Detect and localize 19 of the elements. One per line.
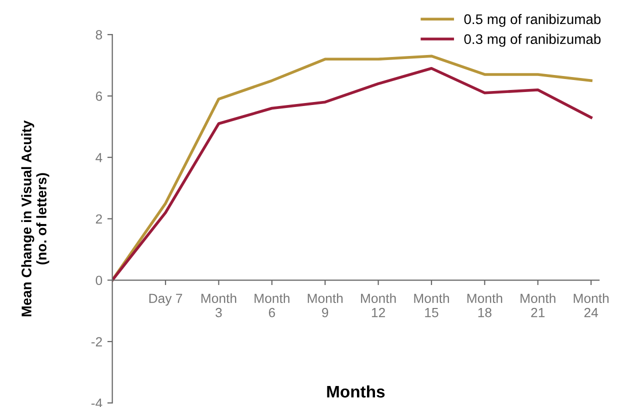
legend-label: 0.3 mg of ranibizumab	[464, 34, 601, 47]
y-tick-label: 6	[96, 92, 102, 101]
x-axis-title: Months	[327, 385, 385, 398]
legend-label: 0.5 mg of ranibizumab	[464, 14, 601, 27]
x-tick-label: Month 21	[520, 293, 556, 318]
x-tick-label: Month 3	[201, 293, 236, 318]
y-tick-label: 4	[96, 153, 102, 162]
y-axis-title: Mean Change in Visual Acuity (no. of letters)	[21, 120, 50, 316]
y-tick-label: 8	[96, 30, 102, 40]
x-tick-label: Month 9	[308, 293, 343, 318]
x-tick-label: Month 15	[414, 293, 449, 318]
x-tick-label: Month 6	[254, 293, 290, 318]
y-tick-label: -2	[91, 337, 102, 346]
x-tick-label: Month 12	[361, 293, 396, 318]
x-tick-label: Month 18	[467, 293, 502, 318]
y-tick-label: 2	[96, 214, 102, 224]
x-tick-label: Day 7	[149, 294, 182, 306]
x-tick-label: Month 24	[574, 293, 609, 318]
y-tick-label: 0	[96, 276, 102, 286]
